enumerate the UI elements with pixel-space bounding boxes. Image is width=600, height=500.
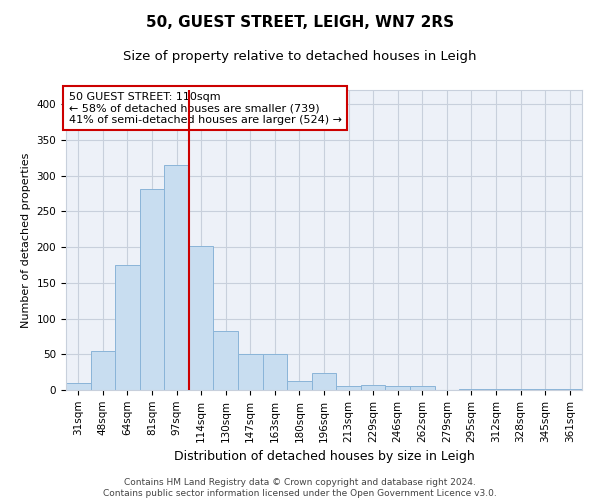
Text: 50, GUEST STREET, LEIGH, WN7 2RS: 50, GUEST STREET, LEIGH, WN7 2RS: [146, 15, 454, 30]
Bar: [214, 330, 238, 390]
Bar: [385, 386, 410, 390]
Bar: [115, 265, 140, 390]
Bar: [263, 354, 287, 390]
Bar: [140, 190, 164, 390]
Bar: [410, 386, 434, 390]
Bar: [484, 388, 508, 390]
Text: Contains HM Land Registry data © Crown copyright and database right 2024.
Contai: Contains HM Land Registry data © Crown c…: [103, 478, 497, 498]
Text: Size of property relative to detached houses in Leigh: Size of property relative to detached ho…: [123, 50, 477, 63]
Bar: [336, 386, 361, 390]
Text: 50 GUEST STREET: 110sqm
← 58% of detached houses are smaller (739)
41% of semi-d: 50 GUEST STREET: 110sqm ← 58% of detache…: [68, 92, 341, 124]
Bar: [287, 380, 312, 390]
Bar: [91, 352, 115, 390]
Bar: [66, 383, 91, 390]
Bar: [459, 388, 484, 390]
Bar: [361, 385, 385, 390]
Y-axis label: Number of detached properties: Number of detached properties: [21, 152, 31, 328]
Bar: [164, 165, 189, 390]
Bar: [189, 246, 214, 390]
Bar: [238, 354, 263, 390]
Bar: [312, 373, 336, 390]
X-axis label: Distribution of detached houses by size in Leigh: Distribution of detached houses by size …: [173, 450, 475, 463]
